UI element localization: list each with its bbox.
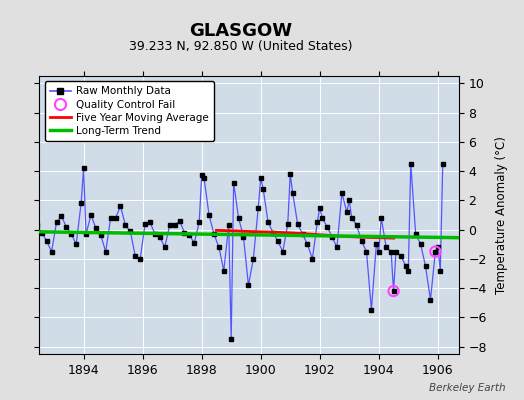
- Text: 39.233 N, 92.850 W (United States): 39.233 N, 92.850 W (United States): [129, 40, 353, 53]
- Point: [431, 248, 440, 255]
- Text: GLASGOW: GLASGOW: [190, 22, 292, 40]
- Y-axis label: Temperature Anomaly (°C): Temperature Anomaly (°C): [495, 136, 508, 294]
- Legend: Raw Monthly Data, Quality Control Fail, Five Year Moving Average, Long-Term Tren: Raw Monthly Data, Quality Control Fail, …: [45, 81, 214, 141]
- Point: [389, 288, 398, 294]
- Text: Berkeley Earth: Berkeley Earth: [429, 383, 506, 393]
